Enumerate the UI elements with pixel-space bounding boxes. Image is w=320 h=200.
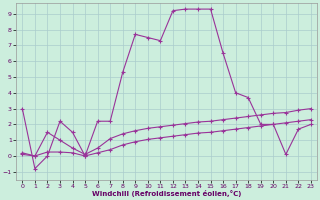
X-axis label: Windchill (Refroidissement éolien,°C): Windchill (Refroidissement éolien,°C)	[92, 190, 241, 197]
